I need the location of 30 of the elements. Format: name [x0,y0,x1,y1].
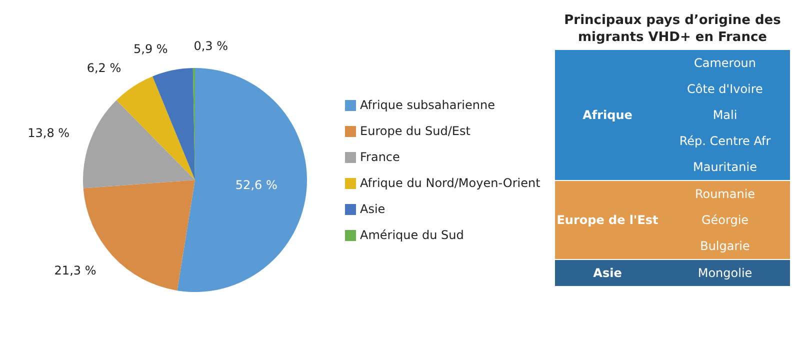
pie-slice [152,68,195,180]
legend-label: Afrique subsaharienne [360,98,495,112]
category-label: Asie [592,265,623,282]
text: Mauritanie [693,160,757,174]
text: Cameroun [694,56,756,70]
pie-slice [116,76,195,180]
category-label: Europe de l'Est [556,212,660,229]
data-label: 5,9 % [134,42,168,56]
data-label: 52,6 % [235,178,278,192]
pie-slice [83,180,195,291]
text: Mongolie [698,266,752,280]
data-label: 0,3 % [194,39,228,54]
legend-label: Afrique du Nord/Moyen-Orient [360,176,540,190]
data-label: 6,2 % [86,61,122,76]
text: Principaux pays d’origine des migrants VHD+ en France [563,12,782,46]
text: Géorgie [701,213,749,227]
text: Rép. Centre Afr [679,134,771,148]
pie-slice [177,68,307,292]
text: Roumanie [694,187,756,201]
legend-label: France [360,150,400,164]
data-label: 21,3 % [54,264,96,278]
text: Mali [712,108,738,122]
text: Côte d'Ivoire [687,82,763,96]
legend-label: Amérique du Sud [360,228,464,242]
category-label: Afrique [582,107,634,124]
legend-label: Asie [360,202,386,216]
text: Bulgarie [700,239,750,253]
legend-label: Europe du Sud/Est [360,124,470,138]
data-label: 13,8 % [28,126,70,140]
pie-slice [83,100,195,188]
